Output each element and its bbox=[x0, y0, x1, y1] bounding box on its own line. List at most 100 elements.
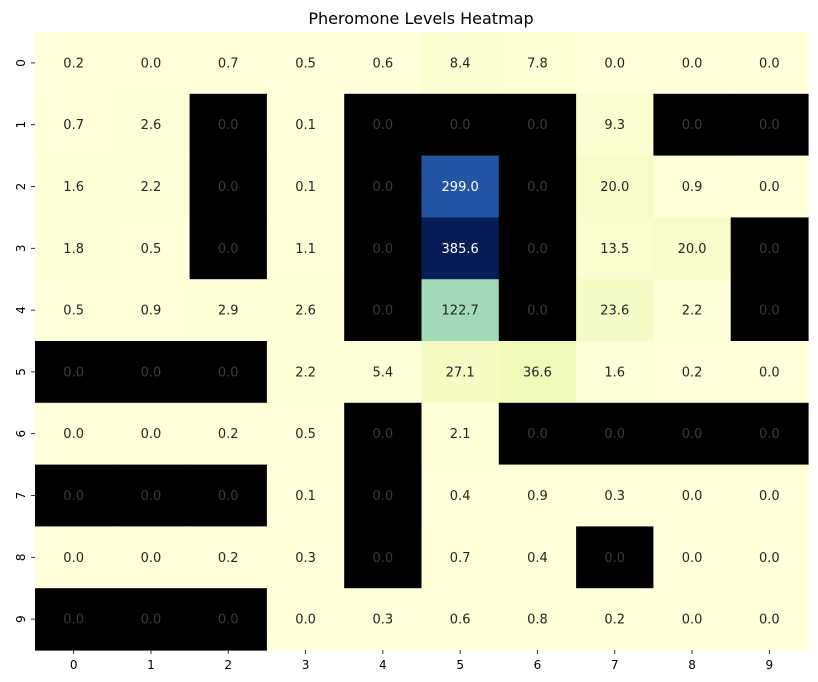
cell-value-label: 0.0 bbox=[373, 304, 394, 319]
cell-value-label: 0.3 bbox=[373, 613, 394, 628]
cell-value-label: 0.4 bbox=[527, 551, 548, 566]
cell-value-label: 0.0 bbox=[218, 489, 239, 504]
x-tick-label: 9 bbox=[766, 658, 774, 672]
heatmap-cell bbox=[730, 526, 809, 589]
x-tick-label: 8 bbox=[688, 658, 696, 672]
heatmap-cell bbox=[653, 464, 732, 527]
cell-value-label: 0.9 bbox=[527, 489, 548, 504]
heatmap-cell bbox=[653, 155, 732, 218]
obstacle-cell bbox=[498, 93, 577, 157]
x-tick-label: 4 bbox=[379, 658, 387, 672]
cell-value-label: 0.0 bbox=[218, 242, 239, 257]
obstacle-cell bbox=[576, 402, 654, 466]
heatmap-cell bbox=[653, 279, 732, 342]
obstacle-cell bbox=[112, 341, 191, 404]
heatmap-cell bbox=[35, 217, 113, 280]
cell-value-label: 1.1 bbox=[295, 242, 316, 257]
cell-value-label: 0.5 bbox=[295, 427, 316, 442]
x-tick-label: 5 bbox=[456, 658, 464, 672]
cell-value-label: 2.9 bbox=[218, 304, 239, 319]
cell-value-label: 2.2 bbox=[141, 180, 162, 195]
heatmap-cell bbox=[112, 526, 191, 589]
y-tick-label: 5 bbox=[14, 368, 28, 376]
cell-value-label: 0.0 bbox=[141, 427, 162, 442]
heatmap-cell bbox=[653, 32, 732, 95]
heatmap-cell bbox=[730, 341, 809, 404]
cell-value-label: 27.1 bbox=[446, 365, 475, 380]
cell-value-label: 0.0 bbox=[63, 613, 84, 628]
heatmap-cell bbox=[730, 32, 809, 95]
heatmap-cell bbox=[189, 32, 268, 95]
heatmap-cell bbox=[421, 588, 500, 651]
obstacle-cell bbox=[189, 93, 268, 157]
cell-value-label: 0.0 bbox=[759, 427, 780, 442]
cell-value-label: 385.6 bbox=[442, 242, 479, 257]
cell-value-label: 0.9 bbox=[141, 304, 162, 319]
cell-value-label: 0.0 bbox=[527, 242, 548, 257]
obstacle-cell bbox=[35, 464, 113, 527]
cell-value-label: 0.0 bbox=[759, 242, 780, 257]
obstacle-cell bbox=[189, 155, 268, 218]
x-tick-label: 3 bbox=[302, 658, 310, 672]
cell-value-label: 0.4 bbox=[450, 489, 471, 504]
cell-value-label: 0.0 bbox=[527, 180, 548, 195]
y-tick-label: 2 bbox=[14, 183, 28, 191]
cell-value-label: 0.1 bbox=[295, 489, 316, 504]
cell-value-label: 0.6 bbox=[450, 613, 471, 628]
obstacle-cell bbox=[344, 279, 423, 342]
obstacle-cell bbox=[35, 341, 113, 404]
cell-value-label: 0.0 bbox=[682, 489, 703, 504]
cell-value-label: 0.2 bbox=[682, 365, 703, 380]
heatmap-cell bbox=[112, 279, 191, 342]
heatmap-cell bbox=[344, 341, 423, 404]
y-tick-label: 7 bbox=[14, 492, 28, 500]
obstacle-cell bbox=[344, 526, 423, 589]
obstacle-cell bbox=[112, 464, 191, 527]
cell-value-label: 0.0 bbox=[141, 56, 162, 71]
cell-value-label: 1.6 bbox=[604, 365, 625, 380]
heatmap-cell bbox=[112, 32, 191, 95]
x-tick-label: 6 bbox=[534, 658, 542, 672]
heatmap-cell bbox=[730, 155, 809, 218]
heatmap-cell bbox=[421, 402, 500, 466]
cell-value-label: 23.6 bbox=[600, 304, 629, 319]
y-tick-label: 4 bbox=[14, 306, 28, 314]
heatmap-cell bbox=[421, 155, 500, 218]
obstacle-cell bbox=[730, 279, 809, 342]
cell-value-label: 0.1 bbox=[295, 118, 316, 133]
cell-value-label: 0.5 bbox=[63, 304, 84, 319]
cell-value-label: 0.5 bbox=[295, 56, 316, 71]
y-tick-label: 9 bbox=[14, 615, 28, 623]
obstacle-cell bbox=[498, 217, 577, 280]
cell-value-label: 0.7 bbox=[450, 551, 471, 566]
obstacle-cell bbox=[498, 155, 577, 218]
obstacle-cell bbox=[344, 217, 423, 280]
cell-value-label: 0.0 bbox=[759, 613, 780, 628]
cell-value-label: 0.0 bbox=[373, 489, 394, 504]
heatmap-cell bbox=[498, 341, 577, 404]
heatmap-cell bbox=[35, 155, 113, 218]
cell-value-label: 0.5 bbox=[141, 242, 162, 257]
cell-value-label: 9.3 bbox=[604, 118, 625, 133]
heatmap-cells: 0.2 0.0 0.7 0.5 0.6 8.4 7.8 0.0 0.0 0.0 0.7 2.6 0.0 0… bbox=[35, 32, 809, 651]
heatmap-cell bbox=[266, 526, 345, 589]
heatmap-cell bbox=[498, 464, 577, 527]
cell-value-label: 0.1 bbox=[295, 180, 316, 195]
heatmap-cell bbox=[266, 155, 345, 218]
cell-value-label: 2.6 bbox=[295, 304, 316, 319]
cell-value-label: 0.0 bbox=[218, 118, 239, 133]
heatmap-cell bbox=[189, 526, 268, 589]
x-axis-ticks: 0 1 2 3 4 5 6 7 8 9 bbox=[70, 650, 773, 672]
heatmap-cell bbox=[576, 217, 654, 280]
heatmap-cell bbox=[498, 588, 577, 651]
cell-value-label: 2.2 bbox=[682, 304, 703, 319]
cell-value-label: 0.0 bbox=[759, 489, 780, 504]
cell-value-label: 0.0 bbox=[682, 118, 703, 133]
cell-value-label: 0.0 bbox=[373, 118, 394, 133]
cell-value-label: 0.0 bbox=[373, 180, 394, 195]
heatmap-cell bbox=[189, 279, 268, 342]
cell-value-label: 2.1 bbox=[450, 427, 471, 442]
heatmap-cell bbox=[421, 217, 500, 280]
heatmap-cell bbox=[112, 402, 191, 466]
